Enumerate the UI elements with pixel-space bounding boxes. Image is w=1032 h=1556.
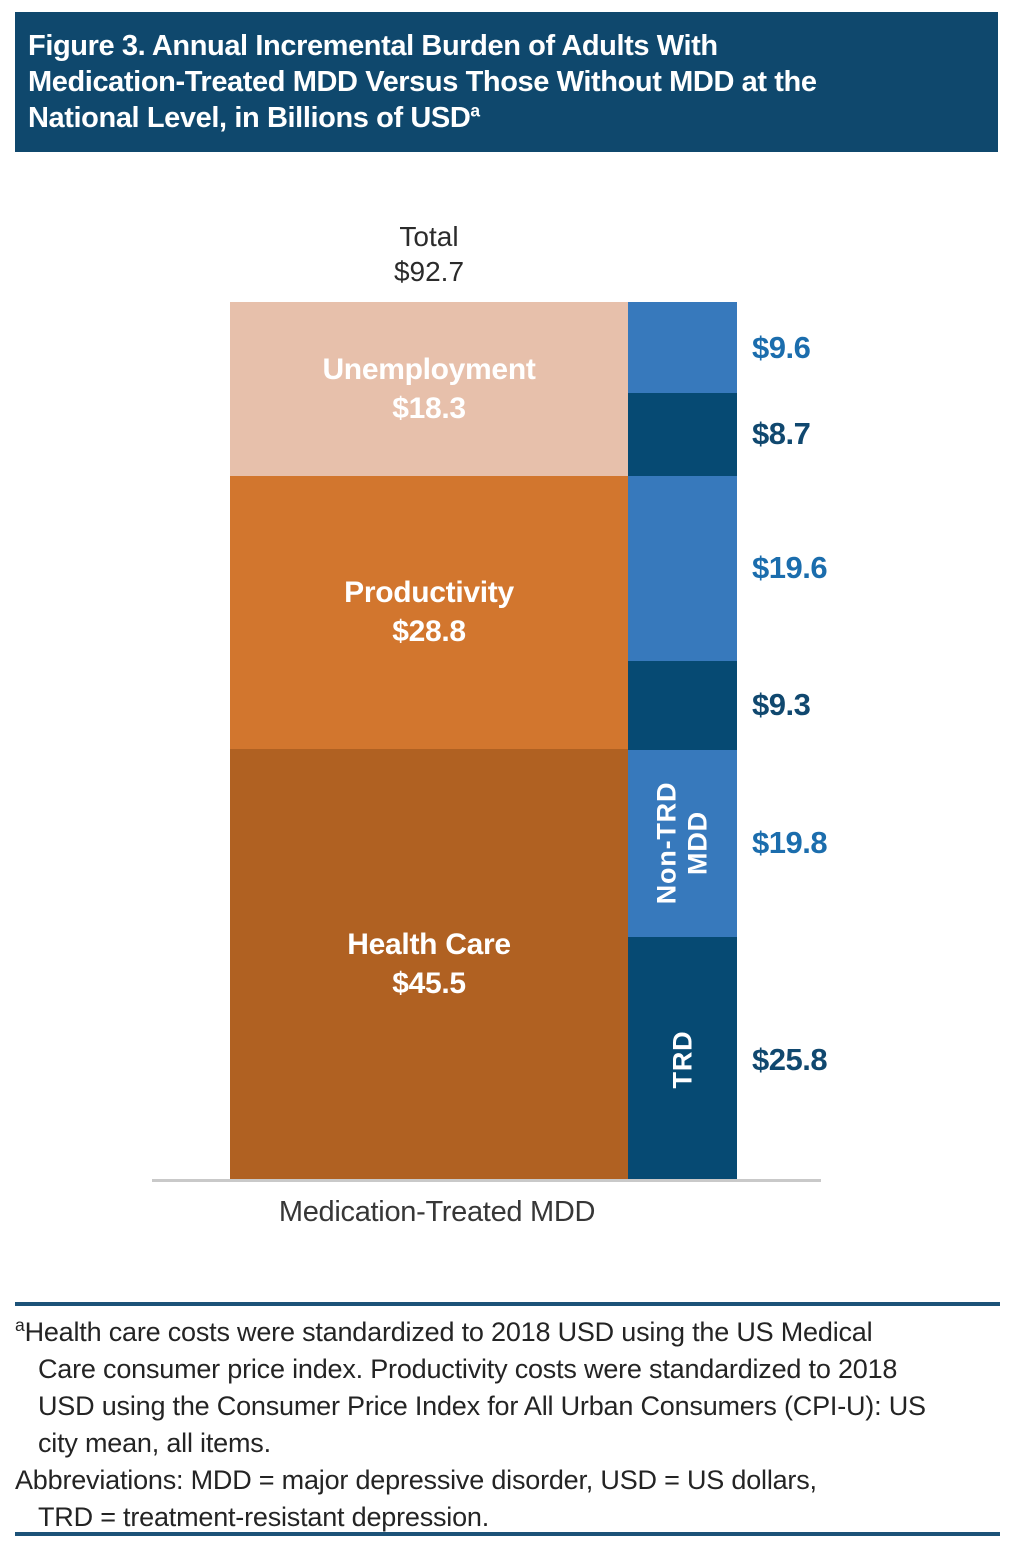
abbreviations-line: Abbreviations: MDD = major depressive di…	[15, 1465, 817, 1495]
title-footnote-marker: a	[470, 100, 480, 121]
footnote-line: USD using the Consumer Price Index for A…	[38, 1391, 926, 1421]
split-value-label: $19.6	[752, 550, 828, 586]
split-segment-unemployment-trd	[628, 393, 737, 476]
trd-split-stacked-bar: Non-TRD MDD TRD	[628, 302, 737, 1182]
figure-title-line-3: National Level, in Billions of USDa	[28, 100, 998, 136]
split-value-label: $9.3	[752, 687, 811, 723]
total-label-text: Total	[399, 221, 459, 252]
footnote-line: Care consumer price index. Productivity …	[38, 1354, 898, 1384]
split-value-label: $8.7	[752, 416, 811, 452]
abbreviations-line: TRD = treatment-resistant depression.	[38, 1502, 490, 1532]
split-segment-unemployment-non-trd-mdd	[628, 302, 737, 394]
main-stacked-bar: Unemployment $18.3 Productivity $28.8 Health…	[230, 302, 628, 1181]
footnote-marker: a	[15, 1315, 25, 1335]
footnote-line: city mean, all items.	[38, 1428, 271, 1458]
segment-label: Productivity $28.8	[344, 576, 514, 649]
split-segment-health-care-trd: TRD	[628, 937, 737, 1182]
split-value-label: $25.8	[752, 1041, 828, 1077]
rotated-segment-label: TRD	[666, 1030, 697, 1089]
footnotes: aHealth care costs were standardized to …	[15, 1314, 1020, 1536]
segment-productivity: Productivity $28.8	[230, 475, 628, 749]
footnote-bottom-rule	[15, 1532, 1000, 1536]
figure-title-line-2: Medication-Treated MDD Versus Those With…	[28, 66, 817, 98]
segment-label: Unemployment $18.3	[322, 352, 536, 425]
rotated-segment-label: Non-TRD MDD	[651, 782, 713, 905]
segment-health-care: Health Care $45.5	[230, 748, 628, 1181]
split-segment-productivity-trd	[628, 661, 737, 750]
split-value-label: $19.8	[752, 825, 828, 861]
footnote-line-text: Health care costs were standardized to 2…	[24, 1317, 873, 1347]
figure-title-banner: Figure 3. Annual Incremental Burden of A…	[15, 12, 998, 152]
footnote-line: aHealth care costs were standardized to …	[15, 1314, 1020, 1351]
split-segment-productivity-non-trd-mdd	[628, 475, 737, 662]
segment-label: Health Care $45.5	[347, 928, 511, 1001]
footnote-top-rule	[15, 1302, 1000, 1306]
segment-unemployment: Unemployment $18.3	[230, 302, 628, 476]
figure-title-line-1: Figure 3. Annual Incremental Burden of A…	[28, 30, 718, 62]
x-axis-category-label: Medication-Treated MDD	[278, 1196, 596, 1228]
split-value-label: $9.6	[752, 329, 811, 365]
total-label: Total $92.7	[230, 219, 628, 289]
figure-title-line-3-text: National Level, in Billions of USD	[28, 102, 471, 134]
x-axis-line	[152, 1179, 821, 1182]
total-value: $92.7	[393, 256, 465, 287]
split-segment-health-care-non-trd-mdd: Non-TRD MDD	[628, 749, 737, 938]
